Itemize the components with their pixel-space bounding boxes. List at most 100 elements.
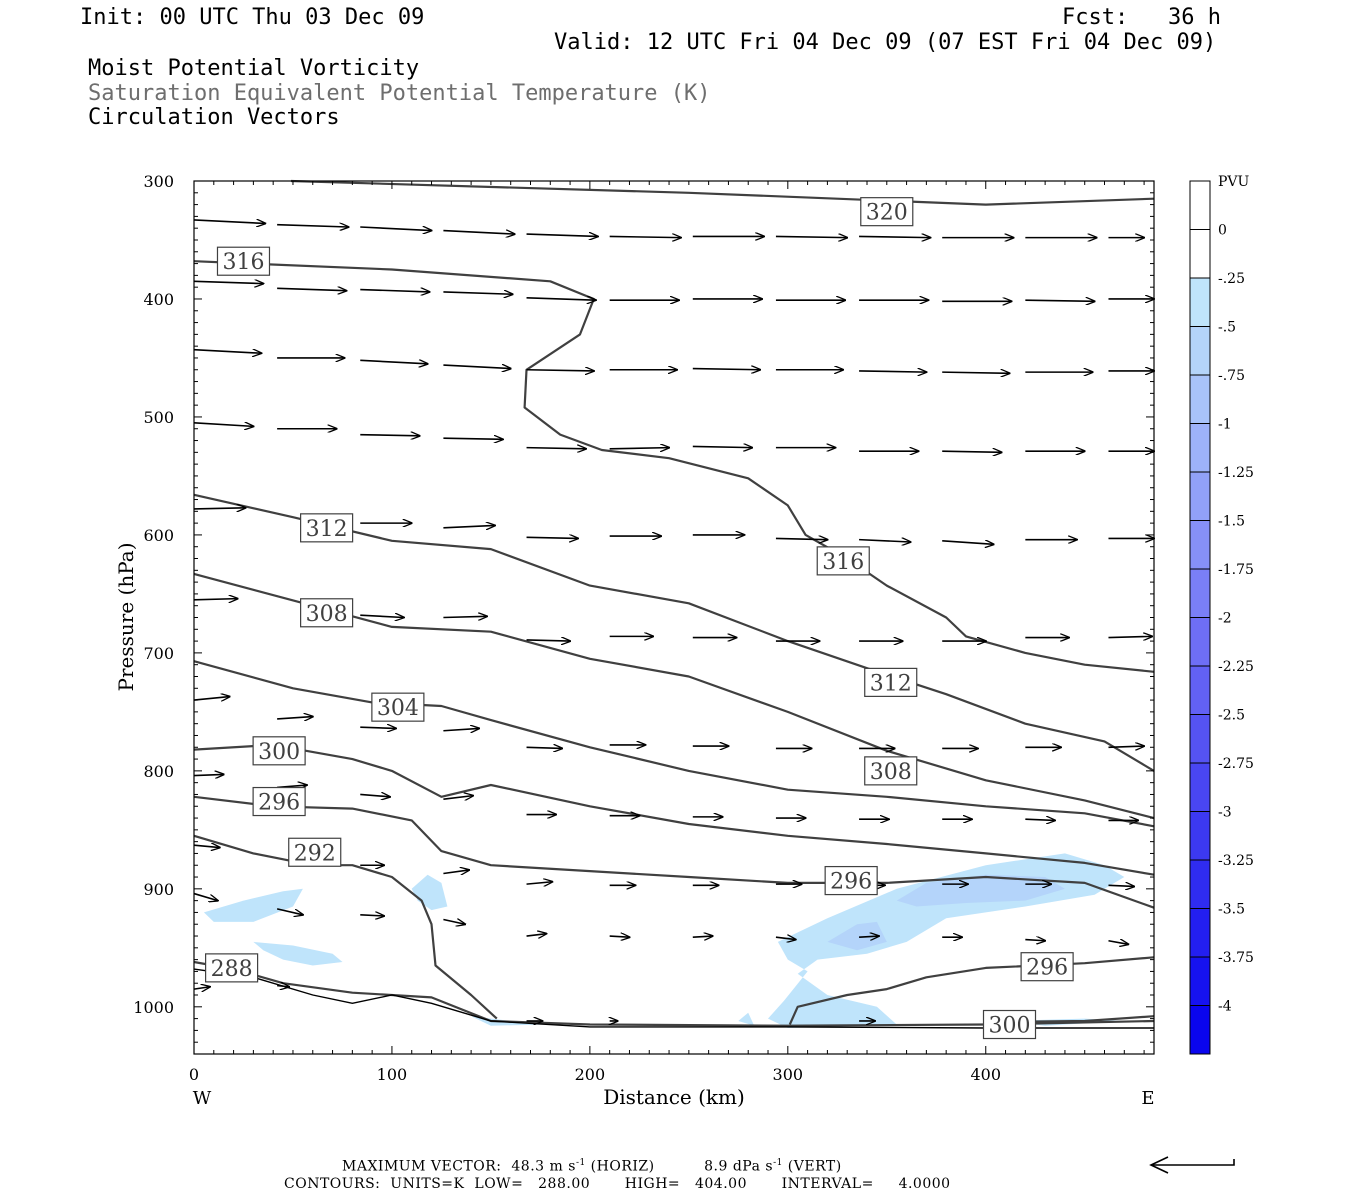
circulation-vector-106 <box>193 892 218 901</box>
contour-label-box-14 <box>1020 952 1074 982</box>
circulation-vector-33 <box>859 371 926 372</box>
contour-label-box-3 <box>300 513 354 543</box>
pv-region-3 <box>411 874 448 911</box>
colorbar-swatch-12 <box>1190 714 1210 763</box>
circulation-vector-27 <box>360 360 427 364</box>
contour-label-box-2 <box>216 246 271 276</box>
field-title-mpv: Moist Potential Vorticity <box>88 56 420 81</box>
theta-contour-312-3 <box>193 493 1155 772</box>
reference-vector-arrow <box>1149 1156 1235 1174</box>
circulation-vector-98 <box>526 882 553 884</box>
y-tick-label-300: 300 <box>143 172 174 191</box>
circulation-vector-5 <box>526 234 598 236</box>
circulation-vector-13 <box>193 281 263 283</box>
circulation-vector-1 <box>193 220 265 224</box>
circulation-vector-55 <box>775 538 827 539</box>
max-vector-vert: 8.9 dPa s <box>704 1158 774 1175</box>
colorbar-swatch-4 <box>1190 326 1210 375</box>
circulation-vector-113 <box>775 937 796 939</box>
circulation-vector-119 <box>277 986 289 987</box>
circulation-vector-52 <box>526 537 578 538</box>
circulation-vector-46 <box>942 451 1001 452</box>
pv-region-8 <box>827 921 887 951</box>
colorbar-swatch-8 <box>1190 520 1210 569</box>
y-tick-label-900: 900 <box>143 880 174 899</box>
theta-contour-304-5 <box>193 660 1155 828</box>
circulation-vector-111 <box>609 936 630 937</box>
contour-label-box-12 <box>824 865 878 896</box>
colorbar-label-7: -1.5 <box>1218 514 1245 530</box>
y-axis-label: Pressure (hPa) <box>114 543 138 692</box>
circulation-vector-16 <box>443 292 512 294</box>
pv-region-9 <box>896 874 1065 907</box>
colorbar-label-4: -.75 <box>1218 368 1245 384</box>
contour-label-300: 300 <box>258 740 300 765</box>
contour-label-312: 312 <box>306 517 348 542</box>
circulation-vector-74 <box>443 728 479 730</box>
colorbar-label-2: -.25 <box>1218 271 1245 287</box>
circulation-vector-34 <box>942 372 1009 373</box>
circulation-vector-17 <box>526 298 596 300</box>
y-tick-label-400: 400 <box>143 290 174 309</box>
x-tick-label-200: 200 <box>575 1065 606 1084</box>
circulation-vector-73 <box>360 727 396 728</box>
circulation-vector-14 <box>277 288 346 290</box>
field-title-theta-es: Saturation Equivalent Potential Temperat… <box>88 81 711 106</box>
contour-label-288: 288 <box>211 957 253 982</box>
contour-label-box-10 <box>252 786 306 817</box>
colorbar-swatch-10 <box>1190 617 1210 666</box>
max-vector-label: MAXIMUM VECTOR: <box>342 1158 502 1175</box>
y-tick-label-800: 800 <box>143 762 174 781</box>
circulation-vector-29 <box>526 370 594 371</box>
theta-contour-292-8 <box>193 834 498 1020</box>
forecast-hour: Fcst: 36 h <box>1062 5 1221 30</box>
colorbar-swatch-11 <box>1190 666 1210 715</box>
colorbar-swatch-18 <box>1190 1005 1210 1054</box>
circulation-vector-70 <box>1108 636 1152 637</box>
colorbar-label-11: -2.5 <box>1218 708 1245 724</box>
theta-contour-316-2 <box>193 260 1155 673</box>
colorbar-swatch-1 <box>1190 181 1210 230</box>
max-vector-vert-exp: -1 <box>773 1158 783 1168</box>
contour-label-296: 296 <box>830 870 872 895</box>
circulation-vector-41 <box>526 448 586 449</box>
circulation-vector-28 <box>443 365 510 369</box>
circulation-vector-31 <box>692 369 760 370</box>
colorbar-label-6: -1.25 <box>1218 465 1254 481</box>
contour-label-box-6 <box>864 667 918 697</box>
circulation-vector-83 <box>193 774 224 775</box>
colorbar-swatch-6 <box>1190 423 1210 472</box>
circulation-vector-15 <box>360 290 429 292</box>
colorbar-label-10: -2.25 <box>1218 659 1254 675</box>
max-vector-horiz-exp: -1 <box>575 1158 586 1168</box>
axes: 300 400 500 600 700 800 900 1000 0 100 200 300 400 <box>133 172 1155 1084</box>
circulation-vector-56 <box>859 540 910 542</box>
contour-label-292: 292 <box>294 841 336 866</box>
y-tick-label-700: 700 <box>143 644 174 663</box>
contour-label-box-5 <box>300 598 354 628</box>
circulation-vector-86 <box>443 796 473 800</box>
circulation-vector-60 <box>193 599 238 600</box>
colorbar-swatch-2 <box>1190 229 1210 278</box>
circulation-vector-75 <box>526 747 563 748</box>
y-tick-label-1000: 1000 <box>133 998 174 1017</box>
colorbar-swatch-9 <box>1190 569 1210 618</box>
contour-label-box-9 <box>864 756 918 786</box>
colorbar-swatch-16 <box>1190 908 1210 957</box>
circulation-vector-82 <box>1108 746 1144 747</box>
circulation-vector-118 <box>193 987 210 989</box>
colorbar-label-13: -3 <box>1218 805 1232 821</box>
contour-label-296: 296 <box>1026 956 1068 981</box>
circulation-vector-105 <box>1108 885 1134 886</box>
colorbar-swatch-15 <box>1190 860 1210 909</box>
colorbar-label-14: -3.25 <box>1218 853 1254 869</box>
circulation-vector-42 <box>609 448 669 449</box>
theta-contour-288-9 <box>193 960 1155 1027</box>
pv-region-1 <box>203 888 303 922</box>
contour-label-box-4 <box>816 546 870 576</box>
circulation-vector-8 <box>775 236 847 237</box>
x-tick-label-400: 400 <box>970 1065 1001 1084</box>
circulation-vector-95 <box>193 845 220 847</box>
pv-region-2 <box>253 941 343 966</box>
contour-label-box-7 <box>371 692 425 722</box>
